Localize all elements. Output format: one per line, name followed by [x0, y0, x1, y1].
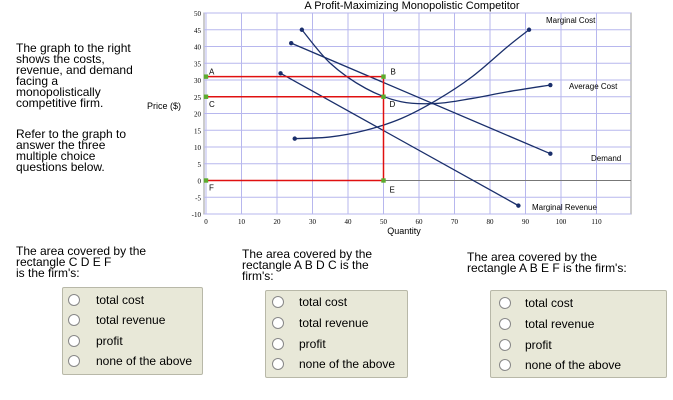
- x-tick-label: 20: [274, 218, 282, 226]
- demand-end-marker: [548, 151, 553, 156]
- x-tick-label: 30: [309, 218, 317, 226]
- y-tick-label: 0: [198, 178, 202, 186]
- prompt-line: The area covered by the: [467, 250, 598, 264]
- marginal-cost-end-marker: [526, 27, 532, 32]
- marginal-revenue-label: Marginal Revenue: [532, 203, 597, 212]
- prompt-line: rectangle A B E F is the firm's:: [467, 261, 627, 275]
- prompt-line: The area covered by the: [16, 244, 147, 258]
- x-tick-label: 80: [487, 218, 495, 226]
- demand-label: Demand: [591, 154, 621, 163]
- average-cost-label: Average Cost: [569, 82, 618, 91]
- y-tick-label: 30: [194, 77, 202, 85]
- point-label-e: E: [390, 186, 395, 195]
- marginal-cost-label: Marginal Cost: [546, 16, 596, 25]
- radio-button[interactable]: [272, 296, 284, 308]
- point-d: [381, 94, 386, 99]
- radio-button[interactable]: [272, 317, 284, 329]
- y-tick-label: 15: [194, 127, 202, 135]
- point-b: [381, 74, 386, 79]
- x-tick-label: 50: [380, 218, 388, 226]
- point-c: [203, 94, 209, 99]
- x-tick-label: 100: [556, 218, 567, 226]
- point-label-b: B: [391, 68, 396, 77]
- marginal-cost-curve: [294, 29, 530, 140]
- intro-line: answer the three: [16, 138, 106, 152]
- prompt-line: The area covered by the: [242, 247, 373, 261]
- radio-button[interactable]: [68, 355, 80, 367]
- radio-button[interactable]: [272, 358, 284, 370]
- intro-line: monopolistically: [16, 85, 101, 99]
- chart-title: A Profit-Maximizing Monopolistic Competi…: [304, 0, 520, 12]
- y-tick-label: 20: [194, 111, 202, 119]
- point-a: [203, 74, 209, 79]
- marginal-revenue-end-marker: [516, 203, 521, 208]
- point-label-a: A: [209, 68, 215, 77]
- question-2-prompt: The area covered by the rectangle A B D …: [242, 247, 373, 283]
- radio-button[interactable]: [499, 297, 511, 309]
- average-cost-curve: [301, 29, 551, 105]
- point-label-f: F: [209, 184, 214, 193]
- point-label-d: D: [390, 100, 396, 109]
- intro-paragraph-1: The graph to the right shows the costs, …: [16, 41, 156, 110]
- marginal-revenue-start-marker: [278, 71, 283, 76]
- radio-button[interactable]: [499, 318, 511, 330]
- x-tick-label: 60: [416, 218, 424, 226]
- y-tick-label: 25: [194, 94, 202, 102]
- x-tick-label: 110: [591, 218, 602, 226]
- x-tick-label: 90: [522, 218, 530, 226]
- question-3-prompt: The area covered by the rectangle A B E …: [467, 250, 627, 275]
- y-tick-label: -10: [192, 211, 202, 219]
- question-1-prompt: The area covered by the rectangle C D E …: [16, 244, 147, 280]
- intro-line: multiple choice: [16, 149, 96, 163]
- monopolistic-competition-chart: -10 -5 0 5 10 15 20 25 30 35 40 45 50 0 10 20 30 40 50 60 70…: [192, 0, 632, 236]
- average-cost-start-marker: [299, 27, 305, 32]
- x-tick-label: 10: [238, 218, 246, 226]
- question-3-options: total cost total revenue profit none of …: [490, 290, 667, 378]
- y-tick-label: -5: [195, 194, 201, 202]
- question-1-options: total cost total revenue profit none of …: [62, 287, 203, 375]
- x-tick-label: 40: [345, 218, 353, 226]
- marginal-cost-start-marker: [292, 136, 297, 141]
- intro-line: shows the costs,: [16, 52, 105, 66]
- radio-button[interactable]: [68, 294, 80, 306]
- intro-line: The graph to the right: [16, 41, 131, 55]
- demand-curve: [290, 42, 551, 155]
- radio-button[interactable]: [68, 335, 80, 347]
- demand-start-marker: [289, 40, 294, 46]
- x-axis-label: Quantity: [387, 226, 421, 236]
- y-tick-label: 5: [198, 161, 202, 169]
- question-2-options: total cost total revenue profit none of …: [265, 290, 408, 378]
- point-f: [203, 178, 209, 183]
- average-cost-end-marker: [548, 82, 553, 88]
- y-tick-label: 45: [194, 27, 202, 35]
- prompt-line: rectangle C D E F: [16, 255, 112, 269]
- y-tick-label: 50: [194, 10, 202, 18]
- intro-paragraph-2: Refer to the graph to answer the three m…: [16, 127, 156, 174]
- prompt-line: is the firm's:: [16, 266, 80, 280]
- x-tick-label: 70: [451, 218, 459, 226]
- y-tick-label: 10: [194, 144, 202, 152]
- y-tick-label: 40: [194, 44, 202, 52]
- intro-line: facing a: [16, 74, 59, 88]
- prompt-line: rectangle A B D C is the: [242, 258, 369, 272]
- intro-line: Refer to the graph to: [16, 127, 127, 141]
- x-tick-label: 0: [204, 218, 208, 226]
- y-tick-label: 35: [194, 60, 202, 68]
- intro-line: revenue, and demand: [16, 63, 133, 77]
- point-label-c: C: [209, 100, 215, 109]
- intro-line: questions below.: [16, 160, 105, 174]
- point-e: [381, 178, 386, 183]
- radio-button[interactable]: [499, 339, 511, 351]
- intro-line: competitive firm.: [16, 96, 104, 110]
- radio-button[interactable]: [272, 338, 284, 350]
- marginal-revenue-curve: [280, 72, 519, 207]
- prompt-line: firm's:: [242, 269, 274, 283]
- radio-button[interactable]: [68, 314, 80, 326]
- radio-button[interactable]: [499, 359, 511, 371]
- y-axis-label: Price ($): [147, 101, 182, 111]
